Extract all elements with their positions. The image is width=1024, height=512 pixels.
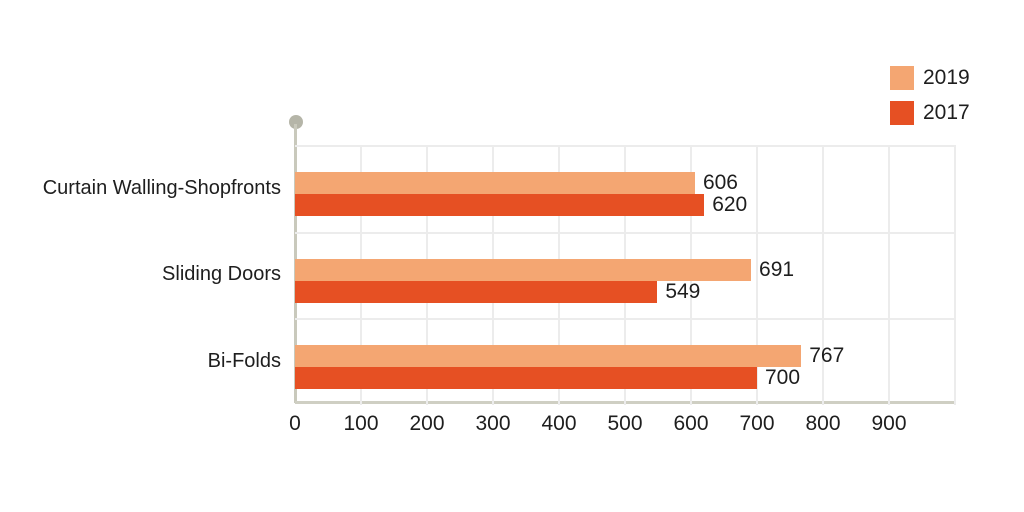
legend: 2019 2017 — [890, 66, 970, 125]
x-tick-label-500: 500 — [607, 412, 643, 435]
gridline-vertical-800 — [822, 145, 824, 405]
legend-item-2017[interactable]: 2017 — [890, 101, 970, 125]
x-axis-ticks: 0 100 200 300 400 500 600 700 800 900 — [289, 412, 955, 442]
gridline-horizontal-2 — [295, 318, 955, 321]
value-label-2019-category-0: 606 — [702, 171, 738, 194]
category-band-0: 606 620 — [295, 145, 955, 232]
category-label-1: Sliding Doors — [162, 263, 281, 286]
category-band-2: 767 700 — [295, 318, 955, 405]
y-axis-dot-icon — [289, 115, 303, 129]
gridline-horizontal-0 — [295, 145, 955, 147]
x-tick-label-700: 700 — [739, 412, 775, 435]
x-tick-label-300: 300 — [475, 412, 511, 435]
bar-2017-category-1[interactable]: 549 — [295, 280, 700, 303]
value-label-2019-category-1: 691 — [759, 257, 795, 281]
gridline-vertical-1000 — [954, 145, 956, 405]
bar-2019-category-2[interactable]: 767 — [295, 344, 844, 368]
x-tick-label-0: 0 — [289, 412, 301, 435]
legend-label-2017: 2017 — [923, 101, 970, 124]
x-tick-label-200: 200 — [409, 412, 445, 435]
category-label-0: Curtain Walling-Shopfronts — [42, 176, 281, 199]
category-label-2: Bi-Folds — [207, 350, 281, 373]
bar-2017-category-2[interactable]: 700 — [295, 366, 800, 390]
value-label-2019-category-2: 767 — [809, 344, 845, 368]
x-tick-label-600: 600 — [673, 412, 709, 435]
legend-item-2019[interactable]: 2019 — [890, 66, 970, 90]
gridline-horizontal-1 — [295, 231, 955, 234]
value-label-2017-category-0: 620 — [712, 193, 748, 216]
legend-swatch-2019-icon — [890, 66, 914, 90]
gridline-vertical-900 — [888, 145, 890, 405]
gridline-vertical-700 — [756, 145, 758, 405]
x-tick-label-800: 800 — [805, 412, 841, 435]
plot-area: 606 620 691 549 767 700 — [295, 145, 956, 405]
x-tick-label-400: 400 — [541, 412, 577, 435]
value-label-2017-category-2: 700 — [765, 366, 801, 390]
value-label-2017-category-1: 549 — [665, 279, 701, 303]
bar-2019-category-1[interactable]: 691 — [295, 258, 794, 281]
x-tick-label-100: 100 — [343, 412, 379, 435]
bar-2019-category-0[interactable]: 606 — [295, 171, 738, 194]
x-tick-label-900: 900 — [871, 412, 907, 435]
bar-2017-category-0[interactable]: 620 — [295, 193, 747, 216]
legend-swatch-2017-icon — [890, 101, 914, 125]
legend-label-2019: 2019 — [923, 66, 970, 89]
category-band-1: 691 549 — [295, 232, 955, 319]
